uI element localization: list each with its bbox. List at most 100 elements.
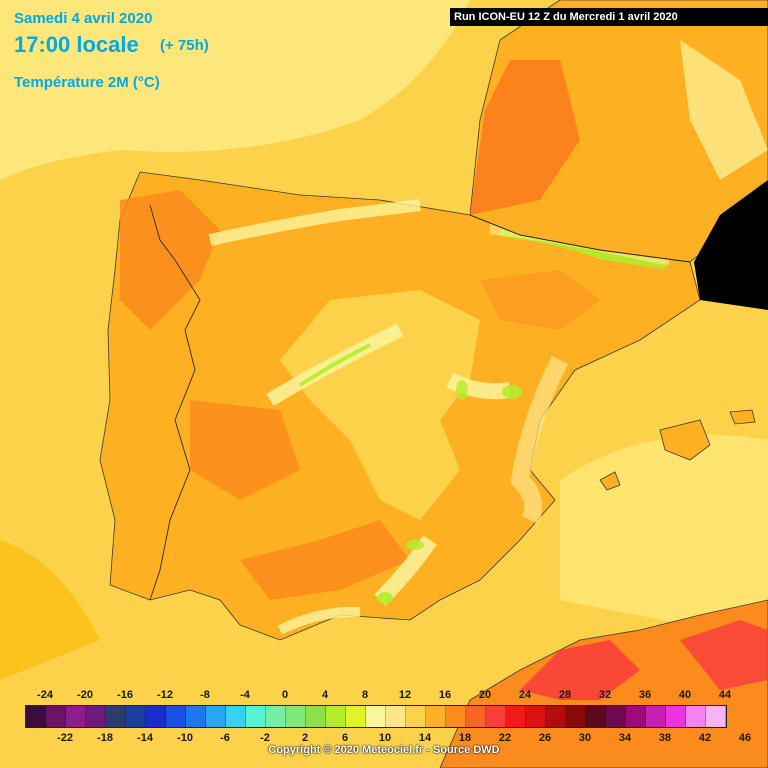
parameter-title: Température 2M (°C) xyxy=(14,74,160,91)
atlantic-cooler-zone xyxy=(0,0,470,180)
warm-zone-guadiana xyxy=(190,400,300,500)
legend-swatch xyxy=(106,706,126,727)
cantabrian-cold-streak xyxy=(208,199,421,246)
legend-label-bottom: 46 xyxy=(738,732,752,744)
out-of-domain-area xyxy=(694,180,768,310)
legend-swatch xyxy=(426,706,446,727)
copyright-text: Copyright © 2020 Meteociel.fr - Source D… xyxy=(268,744,500,756)
portugal-border xyxy=(149,204,201,601)
legend-swatch xyxy=(546,706,566,727)
legend-label-top: 32 xyxy=(598,689,612,701)
france-warm-zone xyxy=(470,60,580,215)
alps-cool-zone xyxy=(680,40,768,180)
legend-swatch xyxy=(226,706,246,727)
forecast-date: Samedi 4 avril 2020 xyxy=(14,10,153,27)
legend-swatch xyxy=(526,706,546,727)
menorca xyxy=(729,409,756,425)
legend-swatch xyxy=(126,706,146,727)
legend-swatch xyxy=(66,706,86,727)
legend-label-top: 28 xyxy=(558,689,572,701)
legend-label-bottom: 42 xyxy=(698,732,712,744)
legend-label-top: -24 xyxy=(37,689,53,701)
mallorca xyxy=(659,419,711,461)
legend-label-bottom: -6 xyxy=(220,732,230,744)
legend-swatch xyxy=(566,706,586,727)
legend-label-bottom: 14 xyxy=(418,732,432,744)
legend-swatch xyxy=(586,706,606,727)
warm-zone-guadalquivir xyxy=(240,520,410,600)
legend-swatch xyxy=(326,706,346,727)
betic-green xyxy=(406,540,424,550)
iberian-system-green xyxy=(502,385,522,399)
model-run-banner: Run ICON-EU 12 Z du Mercredi 1 avril 202… xyxy=(450,8,768,26)
legend-label-top: 24 xyxy=(518,689,532,701)
legend-label-top: -12 xyxy=(157,689,173,701)
legend-swatch xyxy=(606,706,626,727)
legend-label-top: 36 xyxy=(638,689,652,701)
central-plateau-zone xyxy=(280,290,480,520)
legend-label-top: 12 xyxy=(398,689,412,701)
north-africa-hot-zone-2 xyxy=(680,620,768,690)
legend-color-bar xyxy=(25,705,727,728)
legend-swatch xyxy=(686,706,706,727)
warm-zone-northwest xyxy=(120,190,220,330)
legend-label-bottom: -22 xyxy=(57,732,73,744)
legend-label-top: 44 xyxy=(718,689,732,701)
legend-label-top: -8 xyxy=(200,689,210,701)
legend-swatch xyxy=(186,706,206,727)
legend-swatch xyxy=(446,706,466,727)
legend-label-bottom: 22 xyxy=(498,732,512,744)
legend-label-bottom: -14 xyxy=(137,732,153,744)
legend-label-bottom: 26 xyxy=(538,732,552,744)
legend-label-bottom: -2 xyxy=(260,732,270,744)
legend-label-bottom: -10 xyxy=(177,732,193,744)
forecast-lead-time: (+ 75h) xyxy=(160,37,209,54)
legend-label-top: -4 xyxy=(240,689,250,701)
legend-label-bottom: 2 xyxy=(301,732,309,744)
legend-swatch xyxy=(146,706,166,727)
iberian-system-green-2 xyxy=(456,380,468,400)
legend-label-top: -20 xyxy=(77,689,93,701)
legend-swatch xyxy=(486,706,506,727)
legend-swatch xyxy=(506,706,526,727)
legend-swatch xyxy=(46,706,66,727)
sierra-nevada-green xyxy=(377,592,393,604)
ibiza xyxy=(599,471,621,491)
forecast-time: 17:00 locale xyxy=(14,32,139,57)
legend-swatch xyxy=(286,706,306,727)
legend-label-bottom: 6 xyxy=(341,732,349,744)
legend-swatch xyxy=(666,706,686,727)
legend-label-bottom: 30 xyxy=(578,732,592,744)
legend-swatch xyxy=(26,706,46,727)
north-africa-hot-zone xyxy=(520,640,640,700)
color-legend: -24 -20 -16 -12 -8 -4 0 4 8 12 16 20 24 28 32 36 40 44 -22… xyxy=(0,686,768,768)
legend-swatch xyxy=(406,706,426,727)
legend-swatch xyxy=(466,706,486,727)
legend-swatch xyxy=(366,706,386,727)
legend-swatch xyxy=(166,706,186,727)
legend-label-top: -16 xyxy=(117,689,133,701)
warm-zone-ebro xyxy=(480,270,600,330)
legend-label-top: 20 xyxy=(478,689,492,701)
atlantic-sw-zone xyxy=(0,540,100,680)
legend-swatch xyxy=(206,706,226,727)
southern-coast-cool xyxy=(277,606,361,635)
legend-label-bottom: 10 xyxy=(378,732,392,744)
east-coast-cool-strip xyxy=(510,355,569,525)
legend-label-top: 40 xyxy=(678,689,692,701)
legend-label-bottom: 18 xyxy=(458,732,472,744)
legend-swatch xyxy=(246,706,266,727)
legend-label-top: 0 xyxy=(281,689,289,701)
legend-swatch xyxy=(626,706,646,727)
legend-swatch xyxy=(386,706,406,727)
legend-label-top: 16 xyxy=(438,689,452,701)
central-system-green xyxy=(298,343,371,387)
legend-swatch xyxy=(86,706,106,727)
legend-label-top: 8 xyxy=(361,689,369,701)
legend-swatch xyxy=(706,706,726,727)
legend-label-top: 4 xyxy=(321,689,329,701)
legend-label-bottom: -18 xyxy=(97,732,113,744)
legend-swatch xyxy=(646,706,666,727)
legend-swatch xyxy=(266,706,286,727)
